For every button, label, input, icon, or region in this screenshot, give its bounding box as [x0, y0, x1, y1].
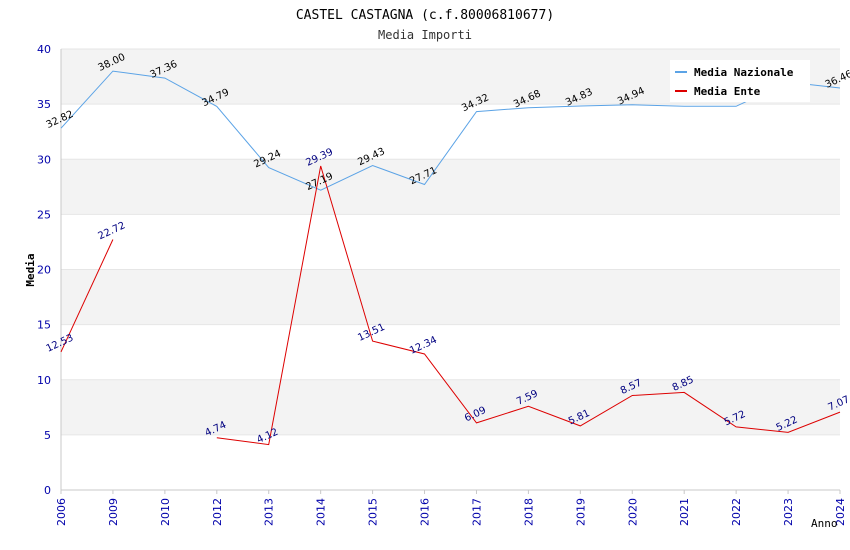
series-group: [60, 70, 841, 446]
y-tick-label: 30: [37, 153, 51, 166]
x-tick-label: 2023: [782, 498, 795, 526]
grid-band: [61, 269, 840, 325]
x-tick-label: 2006: [55, 498, 68, 526]
data-label-ente: 12.53: [45, 333, 76, 355]
y-tick-label: 40: [37, 43, 51, 56]
x-tick-label: 2013: [263, 498, 276, 526]
x-tick-label: 2016: [419, 498, 432, 526]
chart-title: CASTEL CASTAGNA (c.f.80006810677): [296, 8, 554, 23]
y-tick-label: 25: [37, 208, 51, 221]
x-tick-label: 2022: [730, 498, 743, 526]
y-tick-label: 20: [37, 264, 51, 277]
series-line-ente: [216, 165, 841, 446]
axes: 0 5 10 15 20 25 30 35 40 2006 2009 2010 2012 2013 2014…: [37, 43, 847, 526]
data-label-nazionale: 32.82: [45, 109, 76, 131]
x-tick-label: 2009: [107, 498, 120, 526]
x-tick-label: 2017: [470, 498, 483, 526]
x-tick-label: 2015: [367, 498, 380, 526]
y-tick-label: 15: [37, 319, 51, 332]
x-tick-label: 2021: [678, 498, 691, 526]
legend-box: [670, 60, 810, 102]
legend: Media Nazionale Media Ente: [670, 60, 810, 102]
grid-band: [61, 159, 840, 215]
x-tick-label: 2012: [211, 498, 224, 526]
y-tick-label: 35: [37, 98, 51, 111]
x-tick-label: 2014: [315, 498, 328, 526]
legend-label-nazionale: Media Nazionale: [694, 66, 794, 79]
x-tick-label: 2020: [626, 498, 639, 526]
data-label-ente: 22.72: [97, 220, 128, 242]
x-tick-label: 2018: [522, 498, 535, 526]
y-tick-label: 5: [44, 429, 51, 442]
series-line-ente: [60, 239, 114, 353]
y-tick-label: 0: [44, 484, 51, 497]
x-tick-label: 2019: [574, 498, 587, 526]
series-line-nazionale: [60, 70, 841, 191]
legend-label-ente: Media Ente: [694, 85, 761, 98]
x-tick-label: 2024: [834, 498, 847, 526]
y-tick-label: 10: [37, 374, 51, 387]
grid-bands: [61, 48, 840, 436]
y-axis-label: Media: [24, 253, 37, 286]
x-tick-label: 2010: [159, 498, 172, 526]
x-axis-label: Anno: [811, 517, 838, 530]
chart-subtitle: Media Importi: [378, 28, 472, 42]
